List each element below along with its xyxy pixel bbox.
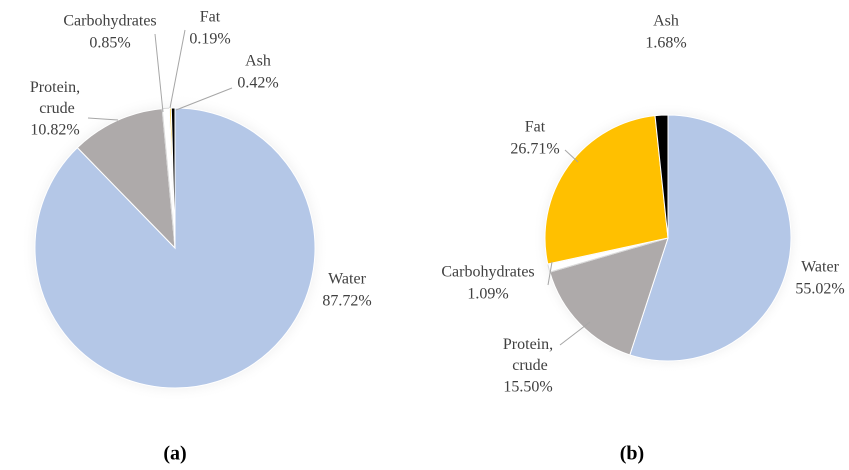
value-label: 87.72% [322,293,371,310]
value-label: 26.71% [510,141,559,158]
value-label: 0.85% [89,35,130,52]
slice-label: Fat [200,9,221,26]
value-label: 1.09% [467,286,508,303]
pie-slice [544,115,669,265]
slice-label: Water [328,271,366,288]
chart-title: (a) [163,443,186,465]
slice-label: Water [801,259,839,276]
pie-slice [549,237,669,356]
pie-chart: Water 55.02% Protein, crude 15.50% Carbohydr… [441,13,844,465]
value-label: 1.68% [645,35,686,52]
slice-label: Protein, crude [30,79,80,117]
chart-title: (b) [620,443,644,465]
slice-label: Ash [245,53,271,70]
slice-label: Ash [653,13,679,30]
leader-line [547,261,553,286]
pie-slice [76,108,176,250]
pie-chart: Water 87.72% Protein, crude 10.82% Carbohydr… [21,9,372,465]
pie-slice [629,114,792,362]
pie-slice [654,114,669,239]
value-label: 0.42% [237,75,278,92]
value-label: 15.50% [503,379,552,396]
slice-label: Protein, crude [503,336,553,374]
slice-label: Fat [525,119,546,136]
value-label: 0.19% [189,31,230,48]
leader-line [154,33,164,113]
leader-line [564,149,579,163]
pie-slice [170,107,176,249]
leader-line [169,29,186,109]
leader-line [87,117,119,121]
value-label: 55.02% [795,281,844,298]
value-label: 10.82% [30,122,79,139]
slice-label: Carbohydrates [63,13,156,30]
leader-line [175,87,233,111]
slice-label: Carbohydrates [441,264,534,281]
leader-line [559,321,591,346]
